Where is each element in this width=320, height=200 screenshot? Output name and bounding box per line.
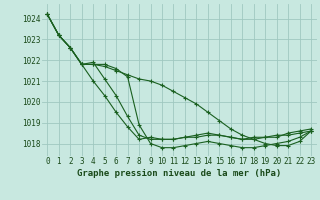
- X-axis label: Graphe pression niveau de la mer (hPa): Graphe pression niveau de la mer (hPa): [77, 169, 281, 178]
